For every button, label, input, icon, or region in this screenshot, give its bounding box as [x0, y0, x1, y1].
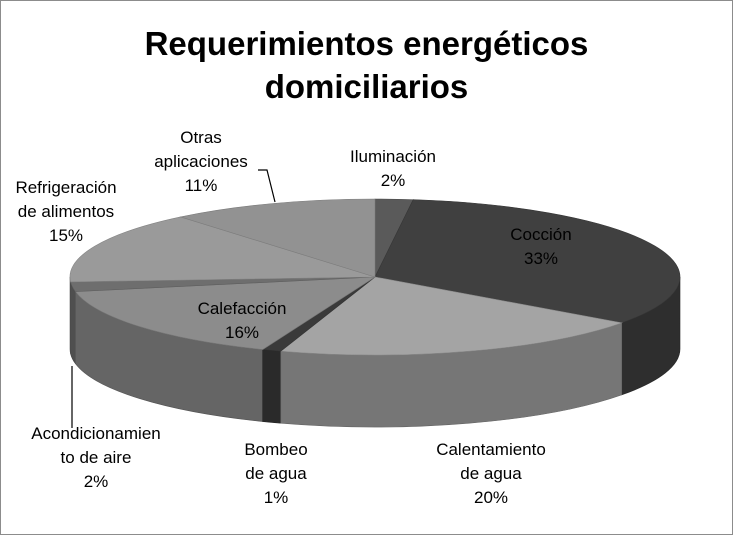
data-label-value: 15%	[49, 226, 83, 245]
data-label-name: de agua	[460, 464, 522, 483]
data-label-value: 1%	[264, 488, 289, 507]
data-label-value: 33%	[524, 249, 558, 268]
data-label-name: Acondicionamien	[31, 424, 160, 443]
chart-title-line-2: domiciliarios	[264, 68, 469, 105]
data-label-name: aplicaciones	[154, 152, 248, 171]
pie-slice-calefaccion[interactable]	[74, 276, 377, 350]
pie-slice-calentamiento-de-agua[interactable]	[279, 276, 623, 356]
data-label-iluminacion: Iluminación 2%	[350, 147, 436, 190]
data-label-name: de alimentos	[18, 202, 114, 221]
chart-title-line-1: Requerimientos energéticos	[144, 25, 589, 62]
data-label-value: 20%	[474, 488, 508, 507]
data-label-coccion: Cocción 33%	[510, 225, 571, 268]
pie-side-acondicionamiento-de-aire	[70, 281, 76, 365]
data-label-acondicionamiento-de-aire: Acondicionamien to de aire 2%	[31, 424, 160, 491]
data-label-name: de agua	[245, 464, 307, 483]
data-label-otras-aplicaciones: Otras aplicaciones 11%	[154, 128, 248, 195]
pie-slice-otras-aplicaciones[interactable]	[179, 198, 376, 278]
data-label-bombeo-de-agua: Bombeo de agua 1%	[244, 440, 307, 507]
leader-line-otras-aplicaciones	[258, 169, 276, 203]
data-label-name: Calefacción	[198, 299, 287, 318]
data-label-value: 11%	[185, 176, 218, 195]
data-label-value: 16%	[225, 323, 259, 342]
data-label-name: Cocción	[510, 225, 571, 244]
data-label-calefaccion: Calefacción 16%	[198, 299, 287, 342]
data-label-value: 2%	[381, 171, 406, 190]
pie-side-bombeo-de-agua	[262, 349, 282, 424]
data-label-refrigeracion-de-alimentos: Refrigeración de alimentos 15%	[15, 178, 116, 245]
data-label-name: Refrigeración	[15, 178, 116, 197]
data-label-value: 2%	[84, 472, 109, 491]
pie-slice-coccion[interactable]	[374, 199, 681, 324]
chart-title: Requerimientos energéticos domiciliarios	[0, 22, 733, 108]
data-label-name: Otras	[180, 128, 222, 147]
pie-slice-refrigeracion-de-alimentos[interactable]	[69, 216, 376, 283]
data-label-name: Bombeo	[244, 440, 307, 459]
data-label-name: Iluminación	[350, 147, 436, 166]
data-label-name: Calentamiento	[436, 440, 546, 459]
data-label-name: to de aire	[61, 448, 132, 467]
data-label-calentamiento-de-agua: Calentamiento de agua 20%	[436, 440, 546, 507]
